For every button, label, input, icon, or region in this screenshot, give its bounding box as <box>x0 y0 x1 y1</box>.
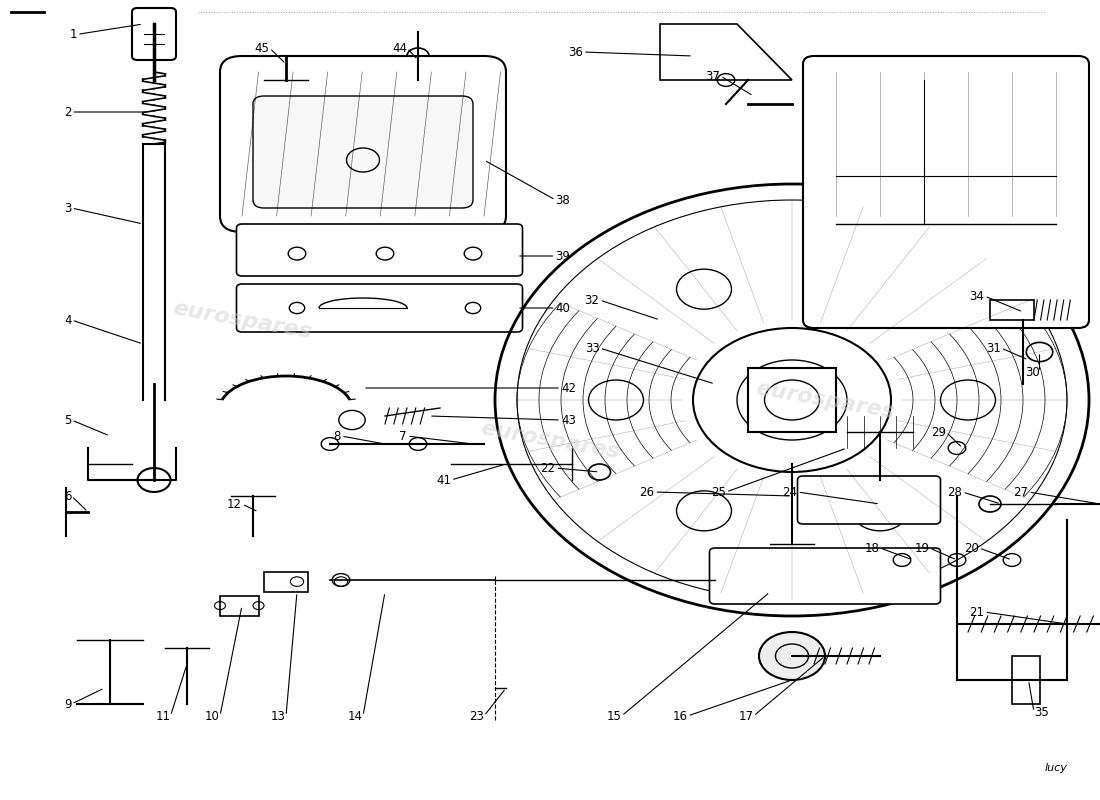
Text: 22: 22 <box>540 462 556 474</box>
Text: 3: 3 <box>64 202 72 214</box>
Text: 43: 43 <box>561 414 576 426</box>
Text: 29: 29 <box>931 426 946 438</box>
Text: 24: 24 <box>782 486 797 498</box>
FancyBboxPatch shape <box>710 548 940 604</box>
FancyBboxPatch shape <box>236 224 522 276</box>
Text: eurospares: eurospares <box>170 298 314 342</box>
Text: 27: 27 <box>1013 486 1028 498</box>
Text: eurospares: eurospares <box>754 378 896 422</box>
Bar <box>748 368 836 432</box>
FancyBboxPatch shape <box>253 96 473 208</box>
Text: 32: 32 <box>584 294 600 306</box>
Text: 34: 34 <box>969 290 984 302</box>
Text: 31: 31 <box>986 342 1001 354</box>
Text: 10: 10 <box>205 710 220 722</box>
Text: 30: 30 <box>1025 366 1040 378</box>
Text: 8: 8 <box>333 430 341 442</box>
Polygon shape <box>660 24 792 80</box>
Bar <box>264 572 308 592</box>
Text: 6: 6 <box>64 490 72 502</box>
Text: 41: 41 <box>436 474 451 486</box>
Text: 37: 37 <box>705 70 720 82</box>
Text: 15: 15 <box>606 710 621 722</box>
Text: 20: 20 <box>964 542 979 554</box>
Text: eurospares: eurospares <box>478 418 622 462</box>
Text: 26: 26 <box>639 486 654 498</box>
Text: 33: 33 <box>585 342 600 354</box>
Circle shape <box>759 632 825 680</box>
Text: 45: 45 <box>254 42 270 54</box>
Text: 9: 9 <box>64 698 72 710</box>
Text: 5: 5 <box>64 414 72 426</box>
Text: 17: 17 <box>738 710 754 722</box>
FancyBboxPatch shape <box>236 284 522 332</box>
Bar <box>220 596 258 616</box>
Text: 13: 13 <box>271 710 286 722</box>
Text: 38: 38 <box>556 194 570 206</box>
Text: 23: 23 <box>469 710 484 722</box>
Bar <box>990 300 1034 320</box>
Text: 14: 14 <box>348 710 363 722</box>
Text: 2: 2 <box>64 106 72 118</box>
Text: 11: 11 <box>155 710 170 722</box>
Text: lucy: lucy <box>1044 763 1067 773</box>
Text: 44: 44 <box>392 42 407 54</box>
FancyBboxPatch shape <box>132 8 176 60</box>
Bar <box>1012 656 1040 704</box>
Text: 39: 39 <box>556 250 571 262</box>
Text: 40: 40 <box>556 302 571 314</box>
Text: 7: 7 <box>399 430 407 442</box>
Text: 42: 42 <box>561 382 576 394</box>
Text: 25: 25 <box>711 486 726 498</box>
Text: 4: 4 <box>64 314 72 326</box>
FancyBboxPatch shape <box>220 56 506 232</box>
Text: 12: 12 <box>227 498 242 510</box>
Text: 16: 16 <box>672 710 688 722</box>
Text: 28: 28 <box>947 486 962 498</box>
Text: 36: 36 <box>568 46 583 58</box>
FancyBboxPatch shape <box>798 476 940 524</box>
Text: 18: 18 <box>865 542 880 554</box>
Text: 1: 1 <box>69 28 77 41</box>
Text: 19: 19 <box>914 542 929 554</box>
Text: 21: 21 <box>969 606 984 618</box>
FancyBboxPatch shape <box>803 56 1089 328</box>
Text: 35: 35 <box>1034 706 1048 718</box>
